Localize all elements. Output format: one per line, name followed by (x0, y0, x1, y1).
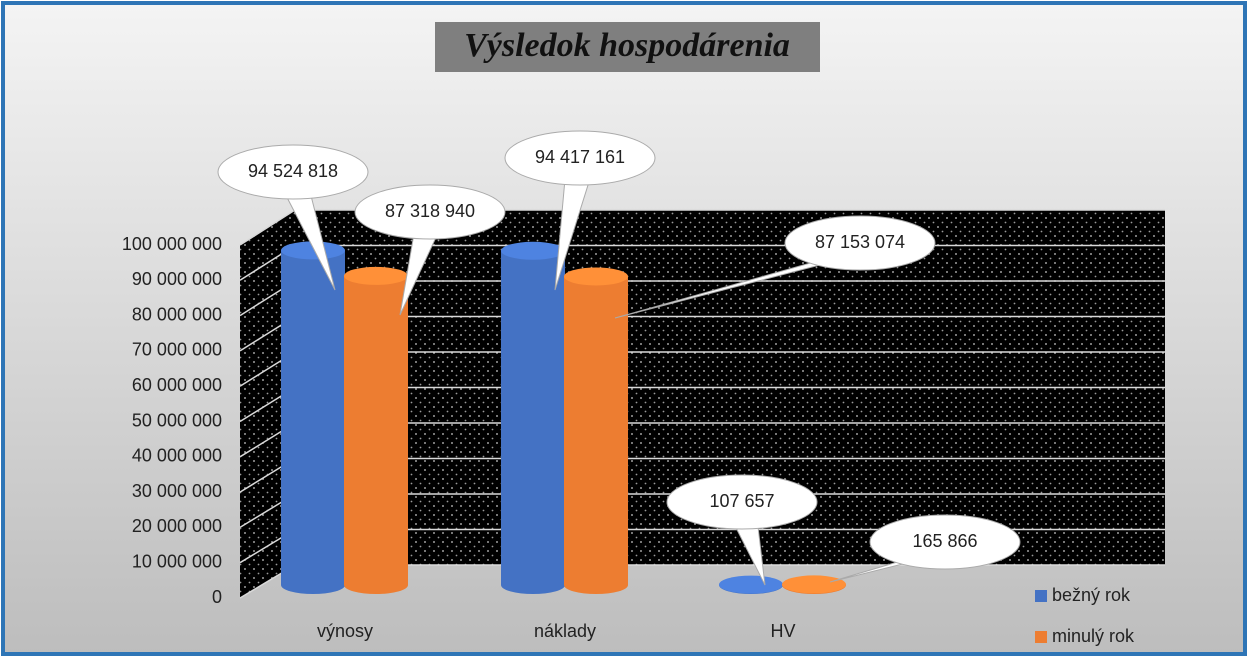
cylinder (344, 266, 408, 594)
data-label: 94 417 161 (535, 147, 625, 167)
cylinder-body (564, 276, 628, 594)
x-tick-label: náklady (534, 621, 596, 641)
data-label: 87 318 940 (385, 201, 475, 221)
y-tick-label: 10 000 000 (132, 551, 222, 571)
x-tick-label: výnosy (317, 621, 373, 641)
cylinder-top (344, 266, 408, 285)
data-label: 107 657 (709, 491, 774, 511)
callout (869, 514, 1021, 570)
x-tick-label: HV (770, 621, 795, 641)
legend-swatch (1035, 631, 1047, 643)
title-box (435, 22, 820, 72)
data-label: 165 866 (912, 531, 977, 551)
cylinder-top (719, 575, 783, 594)
cylinder (501, 241, 565, 594)
y-tick-label: 90 000 000 (132, 269, 222, 289)
cylinder (281, 241, 345, 594)
cylinder (719, 575, 783, 594)
y-tick-label: 50 000 000 (132, 410, 222, 430)
data-label: 87 153 074 (815, 232, 905, 252)
cylinder (564, 267, 628, 594)
y-tick-label: 70 000 000 (132, 340, 222, 360)
cylinder-body (344, 275, 408, 594)
y-tick-label: 0 (212, 587, 222, 607)
callout (666, 474, 818, 530)
chart-title: Výsledok hospodárenia (464, 27, 790, 64)
callout (217, 144, 369, 200)
y-tick-label: 100 000 000 (122, 234, 222, 254)
cylinder-body (281, 250, 345, 594)
cylinder-top (782, 575, 846, 594)
y-tick-label: 80 000 000 (132, 304, 222, 324)
cylinder-body (501, 250, 565, 594)
callout (784, 215, 936, 271)
callout (354, 184, 506, 240)
cylinder-top (564, 267, 628, 286)
y-tick-label: 30 000 000 (132, 481, 222, 501)
y-tick-label: 60 000 000 (132, 375, 222, 395)
data-label: 94 524 818 (248, 161, 338, 181)
cylinder-top (281, 241, 345, 260)
callout (504, 130, 656, 186)
legend-swatch (1035, 590, 1047, 602)
y-tick-label: 20 000 000 (132, 516, 222, 536)
legend-label: minulý rok (1052, 626, 1135, 646)
cylinder-top (501, 241, 565, 260)
y-tick-label: 40 000 000 (132, 446, 222, 466)
cylinder (782, 575, 846, 594)
legend-label: bežný rok (1052, 585, 1131, 605)
